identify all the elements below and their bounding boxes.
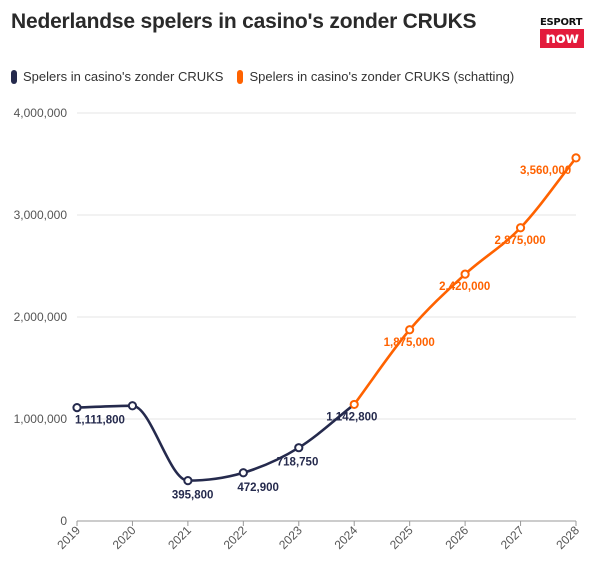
data-label-actual: 1,111,800 xyxy=(75,415,125,427)
y-tick-label: 1,000,000 xyxy=(14,412,68,426)
y-tick-label: 0 xyxy=(60,514,67,528)
x-tick-label: 2024 xyxy=(332,523,361,552)
y-tick-label: 3,000,000 xyxy=(14,208,68,222)
chart-title: Nederlandse spelers in casino's zonder C… xyxy=(11,10,477,33)
data-point-estimate xyxy=(515,223,526,233)
data-point-estimate xyxy=(349,399,359,410)
legend-item-estimate[interactable]: Spelers in casino's zonder CRUKS (schatt… xyxy=(237,69,514,84)
x-tick-label: 2026 xyxy=(442,523,471,552)
data-label-estimate: 2,875,000 xyxy=(495,235,546,247)
data-point-actual xyxy=(294,443,304,453)
x-tick-label: 2022 xyxy=(221,523,250,552)
legend-label-estimate: Spelers in casino's zonder CRUKS (schatt… xyxy=(249,69,515,84)
x-tick-label: 2025 xyxy=(387,523,416,552)
x-tick-label: 2019 xyxy=(54,523,83,552)
x-tick-label: 2028 xyxy=(553,523,582,552)
chart-legend: Spelers in casino's zonder CRUKS Spelers… xyxy=(11,69,528,84)
data-point-actual xyxy=(183,476,193,486)
data-label-estimate: 3,560,000 xyxy=(520,165,571,177)
data-point-actual xyxy=(127,401,138,411)
x-tick-label: 2021 xyxy=(165,523,194,552)
data-point-estimate xyxy=(571,153,581,163)
esportnow-logo: ESPORT now xyxy=(540,18,584,50)
legend-label-actual: Spelers in casino's zonder CRUKS xyxy=(23,69,224,84)
data-point-actual xyxy=(72,402,82,413)
data-point-actual xyxy=(238,468,248,478)
logo-text-bottom: now xyxy=(540,29,584,48)
legend-item-actual[interactable]: Spelers in casino's zonder CRUKS xyxy=(11,69,223,84)
data-label-estimate: 1,875,000 xyxy=(384,337,435,349)
y-tick-label: 4,000,000 xyxy=(14,106,68,120)
data-label-actual: 718,750 xyxy=(277,457,319,469)
legend-swatch-actual xyxy=(11,69,17,84)
data-label-estimate: 2,420,000 xyxy=(439,281,490,293)
x-tick-label: 2020 xyxy=(110,523,139,552)
data-point-estimate xyxy=(405,325,415,335)
data-label-actual: 395,800 xyxy=(172,490,214,502)
data-point-estimate xyxy=(460,269,470,279)
data-label-actual: 1,142,800 xyxy=(326,411,377,423)
legend-swatch-estimate xyxy=(237,69,244,84)
x-tick-label: 2023 xyxy=(276,523,305,552)
data-label-actual: 472,900 xyxy=(237,482,279,494)
y-tick-label: 2,000,000 xyxy=(14,310,68,324)
x-tick-label: 2027 xyxy=(498,523,527,552)
logo-text-top: ESPORT xyxy=(540,17,583,28)
